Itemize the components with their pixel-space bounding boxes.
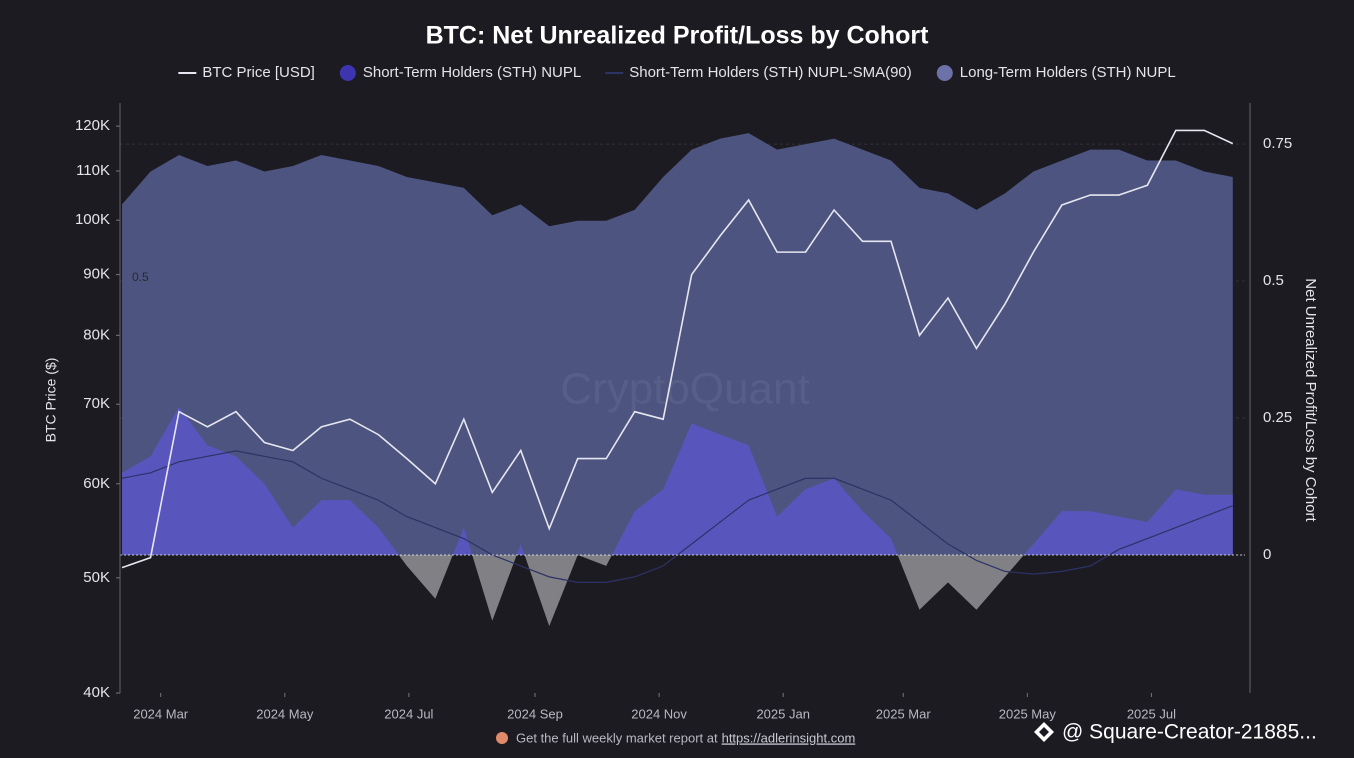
- x-tick-label: 2024 Sep: [507, 706, 563, 721]
- y2-tick-label: 0: [1263, 546, 1271, 563]
- x-tick-label: 2024 Nov: [631, 706, 687, 721]
- footer-text: Get the full weekly market report at: [516, 730, 718, 745]
- watermark: CryptoQuant: [560, 365, 809, 414]
- y2-tick-label: 0.25: [1263, 409, 1292, 426]
- legend-label: BTC Price [USD]: [202, 64, 315, 81]
- y-tick-label: 90K: [83, 266, 110, 283]
- y-tick-label: 80K: [83, 326, 110, 343]
- legend-label: Short-Term Holders (STH) NUPL: [363, 64, 581, 81]
- plot-area: [116, 103, 1251, 697]
- legend-icon: [936, 65, 953, 81]
- y-axis-label: BTC Price ($): [43, 358, 59, 443]
- footer-icon: [496, 732, 508, 744]
- legend-item: Long-Term Holders (STH) NUPL: [936, 64, 1176, 81]
- y-tick-label: 70K: [83, 395, 110, 412]
- overlay-icon: [1034, 722, 1054, 742]
- y-tick-label: 110K: [76, 162, 110, 179]
- overlay-text: @ Square-Creator-21885...: [1062, 721, 1317, 744]
- x-tick-label: 2024 Mar: [133, 706, 189, 721]
- x-tick-label: 2025 Jan: [756, 706, 810, 721]
- x-tick-label: 2025 Mar: [876, 706, 932, 721]
- legend-icon: [339, 65, 356, 81]
- x-tick-label: 2025 May: [999, 706, 1057, 721]
- y-tick-label: 120K: [75, 117, 110, 134]
- footer-link[interactable]: https://adlerinsight.com: [722, 730, 856, 745]
- legend-label: Short-Term Holders (STH) NUPL-SMA(90): [629, 64, 912, 81]
- y2-tick-label: 0.75: [1263, 135, 1292, 152]
- y-tick-label: 50K: [83, 569, 110, 586]
- x-tick-label: 2024 May: [256, 706, 314, 721]
- x-tick-label: 2024 Jul: [384, 706, 433, 721]
- legend-item: BTC Price [USD]: [178, 64, 315, 81]
- y-tick-label: 100K: [75, 211, 110, 228]
- y2-axis-label: Net Unrealized Profit/Loss by Cohort: [1302, 278, 1319, 522]
- line: [121, 129, 1234, 569]
- legend-label: Long-Term Holders (STH) NUPL: [960, 64, 1176, 81]
- y-tick-label: 40K: [83, 684, 110, 701]
- y-tick-label: 60K: [83, 475, 110, 492]
- x-tick-label: 2025 Jul: [1127, 706, 1176, 721]
- legend-item: Short-Term Holders (STH) NUPL: [339, 64, 581, 81]
- y2-tick-label: 0.5: [1263, 272, 1284, 289]
- area: [122, 407, 1233, 627]
- annotation: 0.5: [132, 270, 149, 284]
- legend-item: Short-Term Holders (STH) NUPL-SMA(90): [605, 64, 912, 81]
- chart-title: BTC: Net Unrealized Profit/Loss by Cohor…: [426, 22, 929, 50]
